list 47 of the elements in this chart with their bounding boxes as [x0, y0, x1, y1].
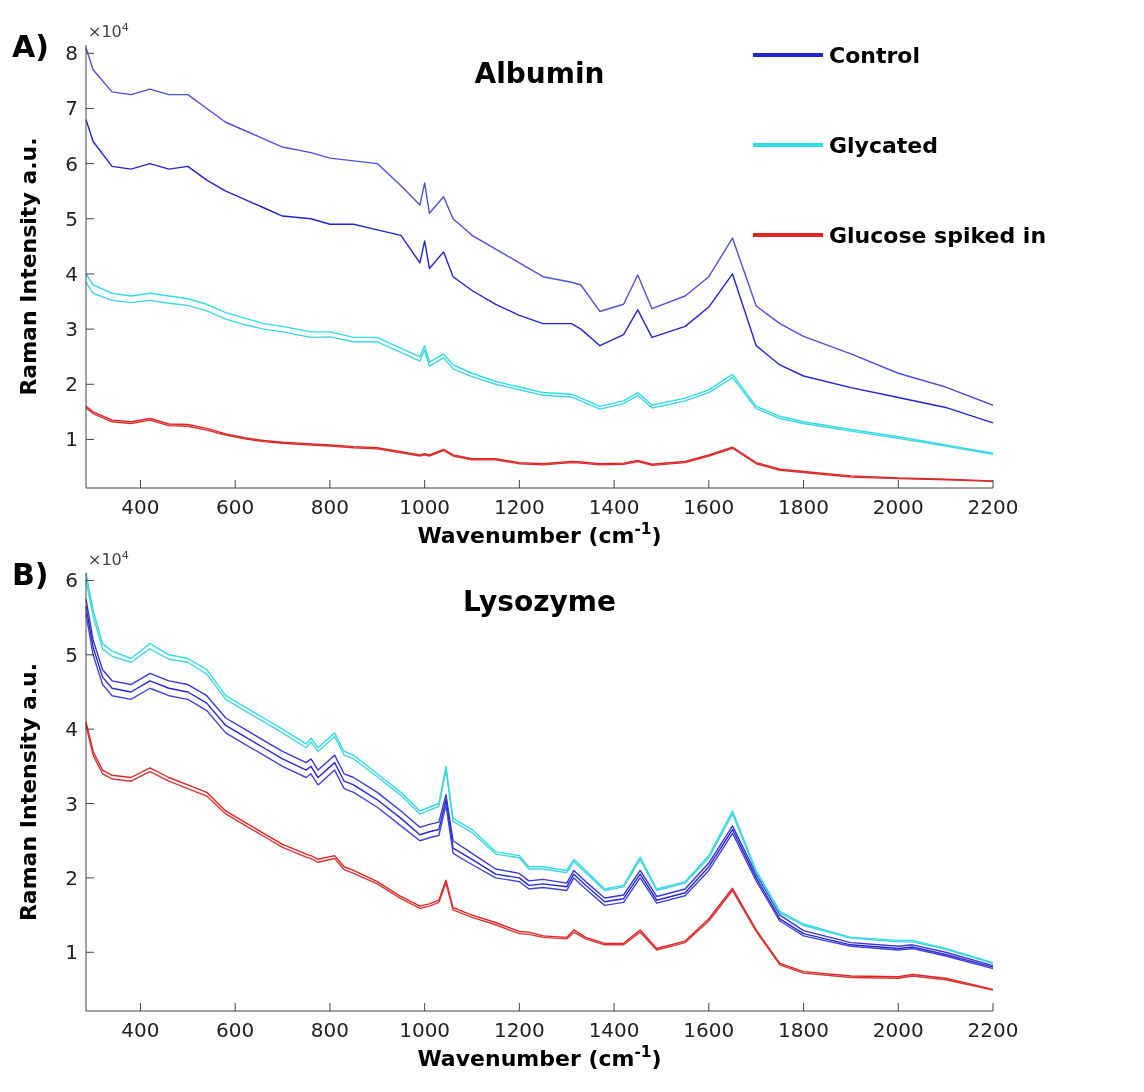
x-tick-label: 1200	[493, 1018, 545, 1042]
text: ×10$^{4}$	[88, 20, 129, 41]
x-tick-label: 2200	[967, 495, 1019, 519]
y-tick-label: 5	[65, 642, 78, 667]
text: A)	[12, 29, 49, 64]
x-tick-label: 1000	[399, 495, 451, 519]
x-tick-label: 2000	[872, 1018, 924, 1042]
y-tick-label: 1	[65, 940, 78, 965]
x-tick-label: 1600	[683, 495, 735, 519]
y-tick-label: 4	[65, 261, 78, 286]
legend-label: Glycated	[829, 133, 939, 158]
x-tick-label: 2200	[967, 1018, 1019, 1042]
y-tick-label: 8	[65, 41, 78, 66]
text: Albumin	[474, 57, 605, 90]
y-tick-label: 6	[65, 568, 78, 593]
y-tick-label: 2	[65, 865, 78, 890]
y-axis-title: Raman Intensity a.u.	[16, 662, 41, 922]
x-tick-label: 800	[310, 1018, 350, 1042]
y-tick-label: 6	[65, 151, 78, 176]
x-tick-label: 400	[121, 1018, 160, 1042]
x-axis-title: Wavenumber (cm$^{-1}$)	[417, 520, 662, 548]
x-tick-label: 600	[216, 495, 255, 519]
y-tick-label: 3	[65, 317, 78, 342]
y-tick-label: 3	[65, 791, 78, 816]
x-tick-label: 400	[121, 495, 160, 519]
x-tick-label: 1000	[399, 1018, 451, 1042]
x-tick-label: 1800	[778, 1018, 829, 1042]
x-tick-label: 1400	[588, 495, 640, 519]
x-tick-label: 1600	[683, 1018, 735, 1042]
y-tick-label: 7	[65, 96, 78, 121]
legend-label: Control	[829, 43, 920, 68]
text: ×10$^{4}$	[88, 548, 129, 569]
y-tick-label: 2	[65, 372, 78, 397]
x-tick-label: 1800	[778, 495, 829, 519]
x-tick-label: 600	[216, 1018, 255, 1042]
x-axis-title: Wavenumber (cm$^{-1}$)	[417, 1043, 662, 1071]
text: Lysozyme	[463, 585, 616, 618]
x-tick-label: 1200	[493, 495, 545, 519]
x-tick-label: 1400	[588, 1018, 640, 1042]
y-axis-title: Raman Intensity a.u.	[16, 137, 41, 396]
legend-label: Glucose spiked in	[829, 223, 1047, 248]
x-tick-label: 2000	[872, 495, 924, 519]
text: B)	[12, 557, 49, 592]
y-tick-label: 4	[65, 717, 78, 742]
y-tick-label: 5	[65, 206, 78, 231]
y-tick-label: 1	[65, 427, 78, 452]
x-tick-label: 800	[310, 495, 350, 519]
